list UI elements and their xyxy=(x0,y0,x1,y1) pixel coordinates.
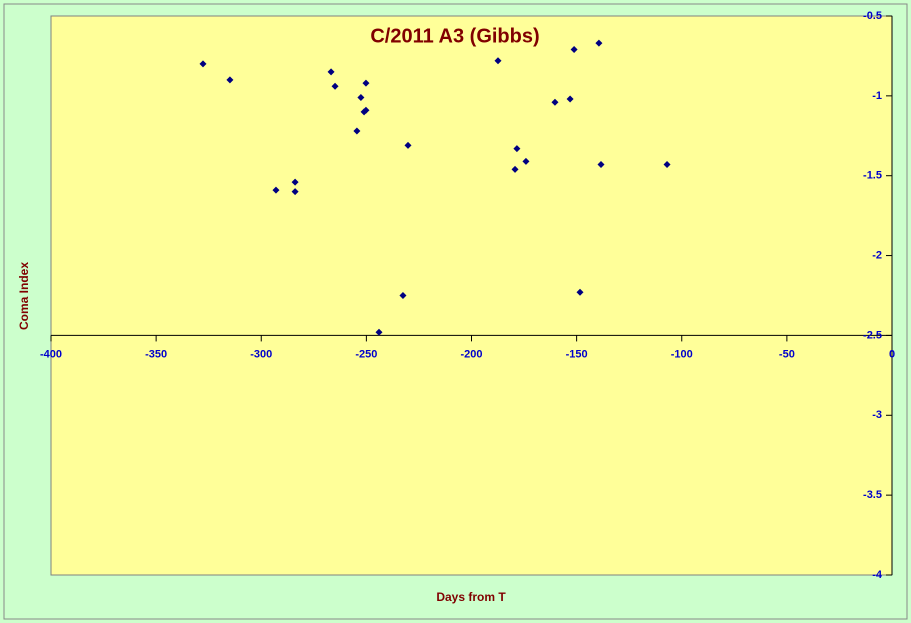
point xyxy=(272,186,280,194)
y-tick-label: -2.5 xyxy=(863,329,882,341)
point xyxy=(226,76,234,84)
point xyxy=(353,127,361,135)
y-tick-label: -0.5 xyxy=(863,10,882,22)
point xyxy=(327,68,335,76)
y-tick-label: -4 xyxy=(872,569,883,581)
point xyxy=(399,292,407,299)
x-tick-label: -50 xyxy=(779,348,795,360)
x-tick-label: 0 xyxy=(889,348,895,360)
point xyxy=(595,39,603,47)
point xyxy=(576,288,584,296)
point xyxy=(597,161,605,169)
point xyxy=(375,328,383,336)
point xyxy=(511,165,519,173)
chart-title: C/2011 A3 (Gibbs) xyxy=(370,25,539,47)
point xyxy=(513,145,521,153)
point xyxy=(551,98,559,106)
point xyxy=(357,93,365,101)
point xyxy=(291,188,299,196)
point xyxy=(331,82,339,90)
point xyxy=(199,60,207,68)
x-axis-label: Days from T xyxy=(436,590,506,604)
x-tick-label: -200 xyxy=(460,348,482,360)
point xyxy=(291,178,299,186)
plot-area xyxy=(50,15,893,576)
x-tick-label: -300 xyxy=(250,348,272,360)
y-tick-label: -3.5 xyxy=(863,489,882,501)
x-tick-label: -150 xyxy=(566,348,588,360)
x-tick-label: -250 xyxy=(355,348,377,360)
point xyxy=(570,46,578,54)
point xyxy=(663,161,671,169)
point xyxy=(362,106,370,114)
point xyxy=(522,157,530,165)
y-tick-label: -2 xyxy=(872,249,882,261)
x-tick-label: -350 xyxy=(145,348,167,360)
y-axis-label: Coma Index xyxy=(17,262,31,330)
y-tick-label: -1.5 xyxy=(863,170,882,182)
x-tick-label: -100 xyxy=(671,348,693,360)
point xyxy=(494,57,502,65)
point xyxy=(404,141,412,149)
point xyxy=(566,95,574,103)
point xyxy=(362,79,370,87)
y-tick-label: -3 xyxy=(872,409,882,421)
y-tick-label: -1 xyxy=(872,90,882,102)
x-tick-label: -400 xyxy=(40,348,62,360)
